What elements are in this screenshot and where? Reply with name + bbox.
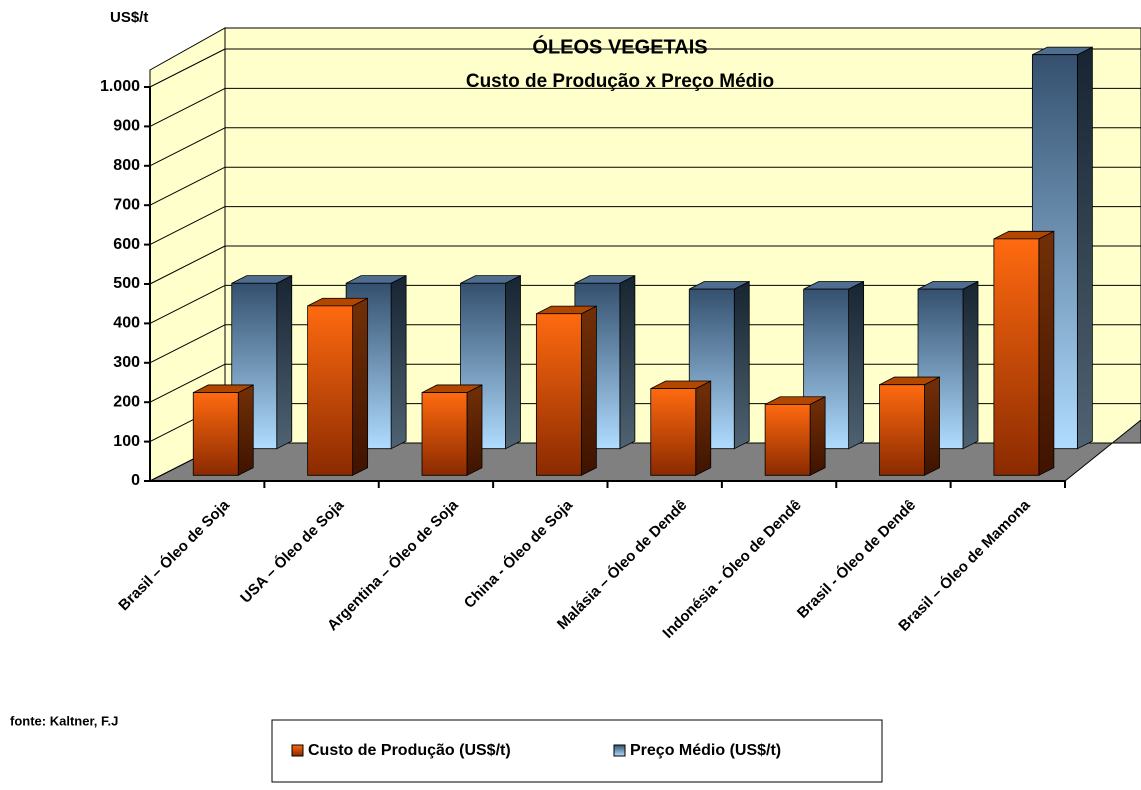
bar-side (848, 280, 865, 450)
bar (879, 376, 940, 476)
bar (307, 297, 369, 476)
y-tick-label: 0 (131, 472, 140, 489)
bar-side (809, 396, 826, 476)
bar-side (695, 380, 712, 476)
bar (535, 305, 597, 476)
y-tick-label: 200 (113, 393, 140, 410)
bar-side (237, 384, 254, 476)
x-tick-label: USA – Óleo de Soja (236, 495, 347, 606)
bar (650, 380, 712, 476)
x-tick-label: Malásia – Óleo de Dendê (553, 496, 690, 633)
y-axis-label: US$/t (110, 9, 148, 26)
bar (764, 396, 826, 476)
bar (192, 384, 254, 476)
bar-front (421, 392, 468, 476)
bar-front (307, 305, 354, 476)
bar-side (733, 280, 750, 450)
y-tick-label: 300 (113, 354, 140, 371)
bar-front (535, 313, 582, 476)
grid-line (149, 363, 226, 403)
legend-label: Preço Médio (US$/t) (630, 742, 781, 759)
x-tick-label: Argentina – Óleo de Soja (323, 495, 462, 634)
bar-side (466, 384, 483, 476)
grid-line (149, 206, 226, 246)
legend-swatch (613, 744, 626, 757)
source: fonte: Kaltner, F.J (10, 713, 118, 728)
bar-side (924, 376, 940, 476)
chart-title: ÓLEOS VEGETAIS (532, 34, 707, 58)
plot-walls (149, 27, 1141, 482)
bar-front (192, 392, 239, 476)
legend-label: Custo de Produção (US$/t) (308, 742, 511, 759)
x-tick-label: Brasil – Óleo de Mamona (895, 495, 1034, 634)
y-tick-label: 800 (113, 157, 140, 174)
x-tick-label: Brasil – Óleo de Soja (115, 495, 234, 614)
bar-side (619, 274, 636, 450)
bar-side (505, 274, 521, 450)
grid-line (149, 324, 226, 364)
y-tick-label: 600 (113, 236, 140, 253)
bar-side (962, 280, 979, 450)
legend-swatch (291, 744, 304, 757)
bar-side (1038, 230, 1055, 476)
grid-line (149, 245, 226, 285)
grid-line (149, 127, 226, 167)
bar-side (1076, 46, 1093, 450)
y-tick-label: 700 (113, 196, 140, 213)
bar (993, 230, 1055, 476)
x-tick-label: China - Óleo de Soja (460, 495, 576, 611)
y-tick-label: 1.000 (100, 78, 140, 95)
y-tick-label: 900 (113, 118, 140, 135)
bar-side (276, 274, 293, 450)
y-tick-label: 100 (113, 433, 140, 450)
grid-line (149, 166, 226, 206)
grid-line (149, 48, 226, 88)
bar-front (650, 388, 697, 476)
legend (271, 719, 883, 783)
chart-subtitle: Custo de Produção x Preço Médio (466, 71, 774, 92)
bar-side (352, 297, 369, 476)
y-tick-label: 500 (113, 275, 140, 292)
y-tick-label: 400 (113, 315, 140, 332)
bar (421, 384, 483, 476)
bar-front (879, 384, 925, 476)
bar-side (580, 305, 597, 476)
x-tick-label: Brasil - Óleo de Dendê (793, 496, 919, 622)
grid-line (149, 87, 226, 127)
bar-front (764, 403, 811, 476)
bar-side (390, 274, 407, 450)
bar-front (993, 238, 1040, 476)
grid-line (149, 284, 226, 324)
